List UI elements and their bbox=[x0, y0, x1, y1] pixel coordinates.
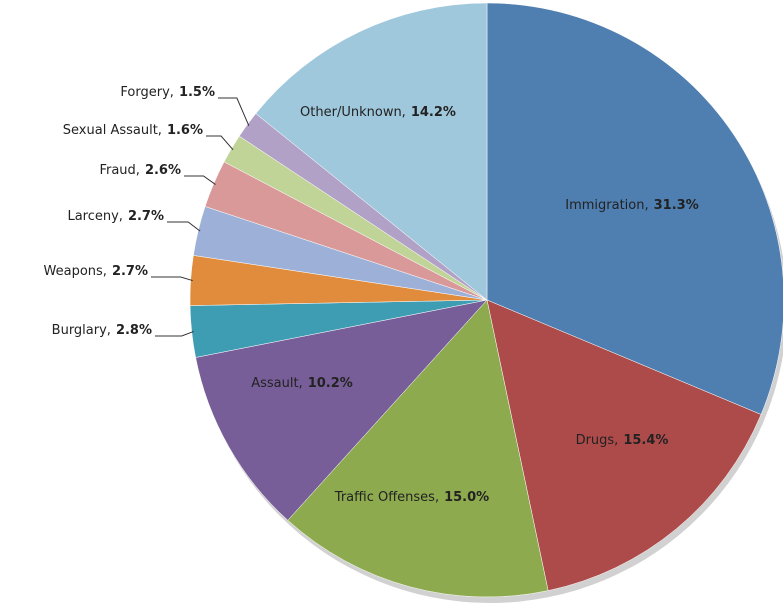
slice-label-value: 2.7% bbox=[128, 209, 164, 224]
leader-line bbox=[206, 135, 234, 151]
slice-label-name: Other/Unknown, bbox=[300, 105, 406, 120]
slice-label-name: Larceny, bbox=[67, 209, 122, 224]
slice-label: Weapons, 2.7% bbox=[44, 264, 148, 279]
slice-label-name: Immigration, bbox=[565, 198, 648, 213]
leader-line bbox=[167, 221, 201, 232]
slice-label-value: 15.0% bbox=[444, 490, 489, 505]
slice-label-name: Weapons, bbox=[44, 264, 107, 279]
slice-label-name: Sexual Assault, bbox=[63, 123, 162, 138]
slice-label-name: Assault, bbox=[251, 376, 303, 391]
slice-label-value: 1.5% bbox=[179, 85, 215, 100]
slice-label-value: 14.2% bbox=[411, 105, 456, 120]
leader-line bbox=[184, 175, 216, 185]
slice-label-value: 1.6% bbox=[167, 123, 203, 138]
slice-label-name: Burglary, bbox=[52, 323, 111, 338]
pie-slice bbox=[486, 2, 783, 415]
slice-label: Traffic Offenses, 15.0% bbox=[334, 490, 489, 505]
pie-slice bbox=[287, 299, 549, 598]
slice-label: Larceny, 2.7% bbox=[67, 209, 164, 224]
slice-label-name: Traffic Offenses, bbox=[334, 490, 439, 505]
pie-slice bbox=[255, 2, 488, 301]
leader-line bbox=[218, 97, 250, 127]
slice-label: Fraud, 2.6% bbox=[99, 163, 181, 178]
slice-label: Immigration, 31.3% bbox=[565, 198, 698, 213]
slice-label-name: Fraud, bbox=[99, 163, 139, 178]
slice-label-name: Drugs, bbox=[576, 433, 619, 448]
leader-line bbox=[151, 276, 193, 282]
slice-label-value: 2.7% bbox=[112, 264, 148, 279]
slice-label-value: 10.2% bbox=[308, 376, 353, 391]
pie-slice bbox=[195, 299, 488, 521]
slice-label: Other/Unknown, 14.2% bbox=[300, 105, 456, 120]
slice-label-value: 2.8% bbox=[116, 323, 152, 338]
slice-label: Assault, 10.2% bbox=[251, 376, 353, 391]
slice-label: Drugs, 15.4% bbox=[576, 433, 669, 448]
slice-label: Burglary, 2.8% bbox=[52, 323, 152, 338]
slice-label: Sexual Assault, 1.6% bbox=[63, 123, 203, 138]
slice-label-value: 31.3% bbox=[654, 198, 699, 213]
slice-label-value: 2.6% bbox=[145, 163, 181, 178]
slice-label: Forgery, 1.5% bbox=[120, 85, 215, 100]
leader-line bbox=[155, 330, 194, 337]
pie-slice bbox=[486, 299, 762, 591]
slice-label-value: 15.4% bbox=[623, 433, 668, 448]
slice-label-name: Forgery, bbox=[120, 85, 174, 100]
